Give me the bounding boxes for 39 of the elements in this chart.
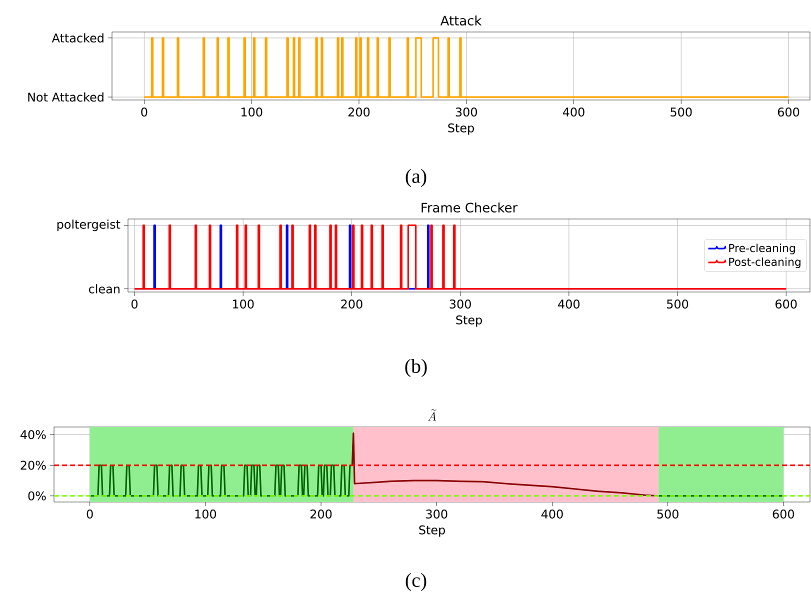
x-tick-label: 100 — [195, 510, 216, 519]
x-tick-label: 200 — [348, 108, 370, 117]
x-tick-label: 600 — [772, 510, 794, 519]
x-tick-label: 300 — [450, 300, 471, 309]
chart-title: $\widetilde{A}$ — [428, 409, 436, 420]
x-axis-title: Step — [448, 123, 474, 135]
x-axis-title: Step — [456, 315, 482, 327]
x-tick-label: 600 — [778, 108, 800, 117]
category-label: clean — [88, 284, 120, 294]
x-tick-label: 0 — [86, 510, 93, 519]
x-tick-label: 400 — [541, 510, 563, 519]
chart-title: Frame Checker — [422, 202, 518, 213]
x-tick-label: 0 — [141, 108, 148, 117]
category-label: poltergeist — [57, 220, 120, 232]
category-label: Not Attacked — [28, 92, 104, 102]
x-tick-label: 300 — [426, 510, 448, 519]
y-tick-label: 0% — [28, 491, 46, 500]
text: (b) — [405, 358, 427, 378]
y-tick-label: 20% — [20, 460, 46, 470]
x-tick-label: 500 — [670, 108, 692, 117]
text: (a) — [406, 168, 426, 188]
x-axis-title: Step — [419, 525, 445, 537]
x-tick-label: 600 — [776, 300, 797, 309]
x-tick-label: 100 — [242, 108, 262, 117]
category-label: Attacked — [52, 33, 104, 43]
y-tick-label: 40% — [20, 430, 46, 440]
x-tick-label: 0 — [132, 300, 138, 309]
x-tick-label: 500 — [657, 510, 678, 519]
x-tick-label: 300 — [456, 108, 477, 117]
legend-label: Post-cleaning — [729, 257, 800, 268]
x-tick-label: 200 — [341, 300, 362, 309]
x-tick-label: 400 — [562, 108, 584, 117]
text: (c) — [406, 572, 426, 592]
legend-label: Pre-cleaning — [729, 244, 795, 254]
chart-title: Attack — [440, 15, 482, 26]
x-tick-label: 100 — [233, 300, 254, 309]
x-tick-label: 400 — [558, 300, 580, 309]
x-tick-label: 500 — [667, 300, 688, 309]
x-tick-label: 200 — [310, 510, 332, 519]
